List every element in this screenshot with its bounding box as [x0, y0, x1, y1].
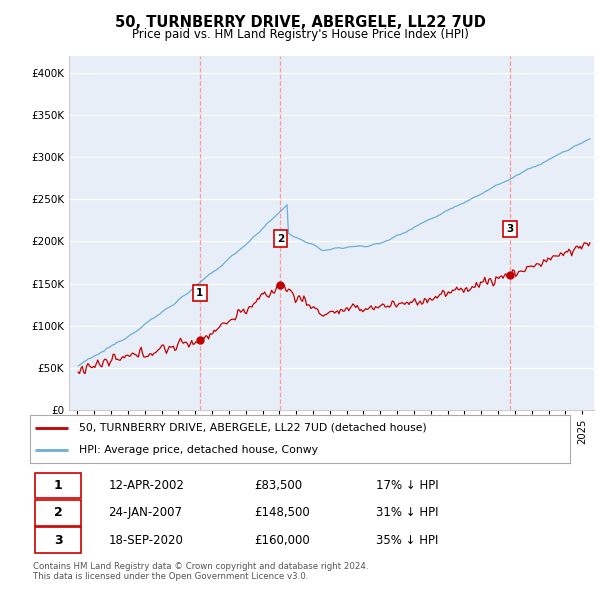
Text: 2: 2: [54, 506, 62, 519]
Text: 31% ↓ HPI: 31% ↓ HPI: [376, 506, 438, 519]
Text: HPI: Average price, detached house, Conwy: HPI: Average price, detached house, Conw…: [79, 445, 317, 455]
Text: 12-APR-2002: 12-APR-2002: [108, 479, 184, 492]
FancyBboxPatch shape: [35, 527, 82, 553]
Text: 3: 3: [506, 224, 514, 234]
Text: 1: 1: [196, 289, 203, 299]
Text: £148,500: £148,500: [254, 506, 310, 519]
Text: Contains HM Land Registry data © Crown copyright and database right 2024.
This d: Contains HM Land Registry data © Crown c…: [33, 562, 368, 581]
Text: 35% ↓ HPI: 35% ↓ HPI: [376, 534, 438, 547]
Text: 50, TURNBERRY DRIVE, ABERGELE, LL22 7UD (detached house): 50, TURNBERRY DRIVE, ABERGELE, LL22 7UD …: [79, 423, 427, 433]
Text: 18-SEP-2020: 18-SEP-2020: [108, 534, 183, 547]
Text: £83,500: £83,500: [254, 479, 302, 492]
Text: 24-JAN-2007: 24-JAN-2007: [108, 506, 182, 519]
FancyBboxPatch shape: [35, 500, 82, 526]
Text: £160,000: £160,000: [254, 534, 310, 547]
Text: 1: 1: [54, 479, 62, 492]
Text: 50, TURNBERRY DRIVE, ABERGELE, LL22 7UD: 50, TURNBERRY DRIVE, ABERGELE, LL22 7UD: [115, 15, 485, 30]
Text: 2: 2: [277, 234, 284, 244]
Text: 3: 3: [54, 534, 62, 547]
Text: Price paid vs. HM Land Registry's House Price Index (HPI): Price paid vs. HM Land Registry's House …: [131, 28, 469, 41]
Text: 17% ↓ HPI: 17% ↓ HPI: [376, 479, 438, 492]
FancyBboxPatch shape: [35, 473, 82, 498]
